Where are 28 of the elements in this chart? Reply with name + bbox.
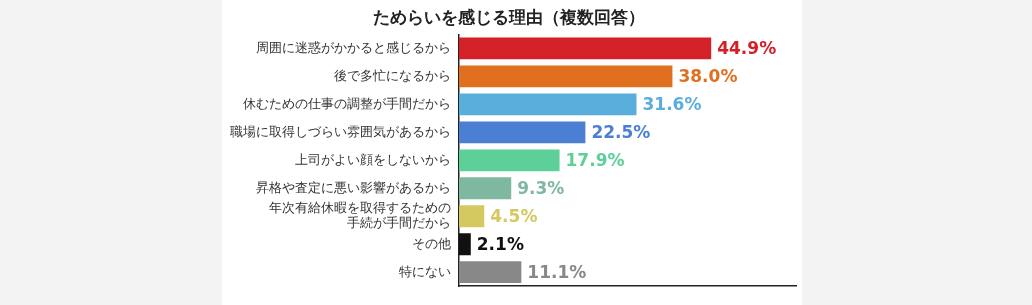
y-tick-label: 特にない (399, 263, 451, 279)
chart-title: ためらいを感じる理由（複数回答） (373, 6, 645, 27)
data-label: 31.6% (642, 93, 702, 114)
data-label: 38.0% (678, 65, 738, 86)
y-tick-label: その他 (412, 235, 451, 251)
bar (459, 149, 560, 172)
y-tick-label: 昇格や査定に悪い影響があるから (256, 179, 451, 195)
y-tick-label: 休むための仕事の調整が手間だから (243, 95, 451, 111)
bar (459, 177, 512, 200)
bar (459, 37, 712, 60)
bar (459, 261, 522, 284)
y-tick-label: 年次有給休暇を取得するための手続が手間だから (269, 199, 451, 231)
data-label: 22.5% (591, 121, 651, 142)
data-label: 2.1% (476, 233, 524, 254)
bar (459, 121, 586, 144)
data-label: 9.3% (517, 177, 565, 198)
data-label: 4.5% (490, 205, 538, 226)
data-label: 17.9% (565, 149, 625, 170)
data-label: 44.9% (717, 37, 777, 58)
bar (459, 233, 471, 256)
y-tick-label: 上司がよい顔をしないから (295, 151, 451, 167)
y-tick-label: 後で多忙になるから (334, 67, 451, 83)
bar (459, 205, 485, 228)
y-tick-label: 職場に取得しづらい雰囲気があるから (230, 123, 451, 139)
bar (459, 93, 637, 116)
y-tick-label: 周囲に迷惑がかかると感じるから (256, 39, 451, 55)
bar (459, 65, 673, 88)
data-label: 11.1% (527, 261, 587, 282)
